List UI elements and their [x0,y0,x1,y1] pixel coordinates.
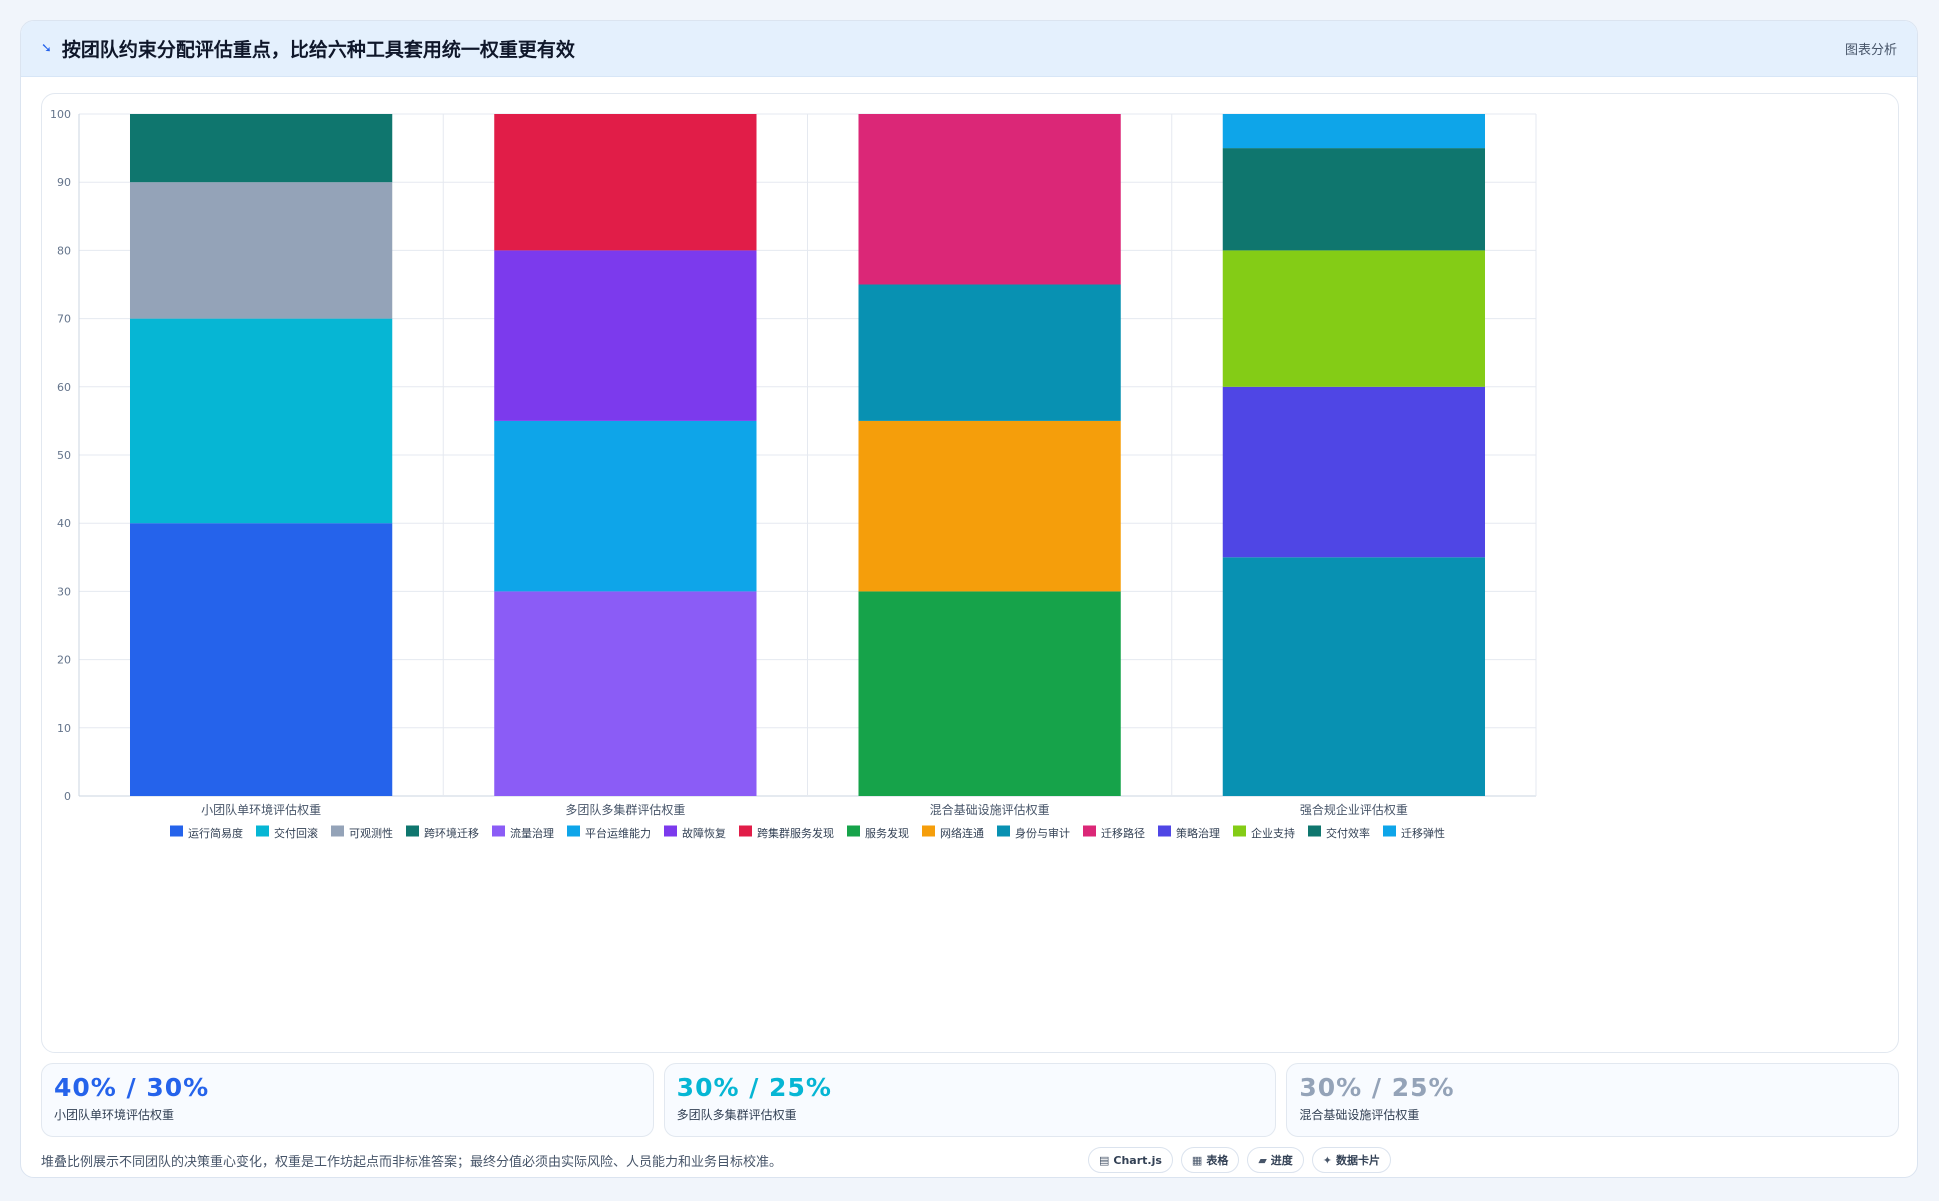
chip-label: 表格 [1206,1154,1229,1167]
y-tick-label: 100 [50,108,71,121]
legend-swatch [1233,825,1246,837]
chart-card: 0 10 20 30 40 50 60 70 80 90 100 小团队单环境评估权重 多团队多集群评估… [41,93,1899,1053]
legend-swatch [997,825,1010,837]
footer-note: 堆叠比例展示不同团队的决策重心变化，权重是工作坊起点而非标准答案；最终分值必须由… [41,1155,783,1170]
bar-segment [1222,114,1486,149]
legend-label: 企业支持 [1251,826,1295,840]
legend-label: 流量治理 [510,826,554,840]
chart-trend-icon: ➘ [41,41,52,56]
stat-card-2: 30% / 25% 多团队多集群评估权重 [663,1063,1277,1137]
legend-swatch [170,825,183,837]
view-chips: ▤ Chart.js ▦ 表格 ▰ 进度 ✦ 数据卡片 [1088,1147,1392,1173]
legend-label: 平台运维能力 [585,826,651,840]
y-tick-label: 20 [57,654,71,667]
bar-segment [858,114,1121,285]
stat-card-3: 30% / 25% 混合基础设施评估权重 [1286,1063,1900,1137]
legend-swatch [331,825,344,837]
bar-segment [858,284,1121,421]
legend-swatch [664,825,677,837]
stacked-bar-chart: 0 10 20 30 40 50 60 70 80 90 100 小团队单环境评估权重 多团队多集群评估… [50,108,1537,840]
footer: 堆叠比例展示不同团队的决策重心变化，权重是工作坊起点而非标准答案；最终分值必须由… [41,1147,1899,1177]
stat-label: 小团队单环境评估权重 [54,1108,175,1122]
chart-analysis-tag[interactable]: 图表分析 [1844,43,1897,58]
legend-swatch [1383,825,1396,837]
legend-label: 跨集群服务发现 [757,826,834,840]
y-tick-label: 70 [57,313,71,326]
chart-icon: ▤ [1099,1153,1110,1167]
legend-swatch [847,825,860,837]
bar-segment [1222,250,1486,387]
y-tick-label: 90 [57,176,71,189]
y-tick-label: 80 [57,244,71,257]
legend-label: 策略治理 [1176,826,1220,840]
bar-segment [1222,557,1486,796]
y-tick-label: 0 [64,790,71,803]
chip-chartjs[interactable]: ▤ Chart.js [1088,1147,1173,1173]
chip-label: Chart.js [1113,1153,1162,1167]
stat-label: 混合基础设施评估权重 [1299,1108,1420,1122]
legend-label: 网络连通 [940,826,984,840]
bar-segment [858,420,1121,592]
bar-segment [494,114,757,251]
bar-segment [129,114,393,183]
stat-cards: 40% / 30% 小团队单环境评估权重 30% / 25% 多团队多集群评估权… [41,1063,1900,1137]
y-tick-label: 40 [57,517,71,530]
legend-swatch [1308,825,1321,837]
legend-label: 运行简易度 [188,826,243,840]
bar-segment [129,523,393,796]
bar-segment [129,182,393,319]
y-tick-label: 10 [57,722,71,735]
progress-icon: ▰ [1258,1153,1267,1167]
legend-label: 故障恢复 [682,826,726,840]
chip-label: 进度 [1270,1154,1293,1167]
legend-swatch [567,825,580,837]
y-tick-label: 60 [57,381,71,394]
x-tick-label: 小团队单环境评估权重 [201,802,321,817]
legend-swatch [922,825,935,837]
y-tick-label: 30 [57,585,71,598]
x-tick-label: 多团队多集群评估权重 [565,802,685,817]
chip-label: 数据卡片 [1336,1154,1381,1167]
sparkle-icon: ✦ [1322,1153,1333,1167]
page-title: 按团队约束分配评估重点，比给六种工具套用统一权重更有效 [61,39,575,61]
legend-swatch [406,825,419,837]
legend-label: 身份与审计 [1015,826,1070,840]
stat-label: 多团队多集群评估权重 [676,1108,797,1122]
panel: ➘ 按团队约束分配评估重点，比给六种工具套用统一权重更有效 图表分析 0 10 20… [20,20,1918,1178]
chip-table[interactable]: ▦ 表格 [1180,1147,1240,1173]
stat-value: 30% / 25% [676,1073,832,1102]
legend-swatch [492,825,505,837]
legend-swatch [1158,825,1171,837]
legend-label: 迁移路径 [1101,827,1145,840]
legend-label: 迁移弹性 [1401,826,1445,840]
stat-value: 30% / 25% [1299,1073,1455,1102]
x-tick-label: 混合基础设施评估权重 [930,802,1050,817]
legend-label: 可观测性 [349,826,393,840]
x-tick-label: 强合规企业评估权重 [1300,802,1408,817]
stat-value: 40% / 30% [54,1073,210,1102]
legend-label: 跨环境迁移 [424,826,479,840]
panel-header: ➘ 按团队约束分配评估重点，比给六种工具套用统一权重更有效 图表分析 [21,21,1917,77]
legend-label: 交付回滚 [274,826,318,840]
legend-swatch [739,825,752,837]
bar-segment [1222,386,1486,558]
bar-segment [494,250,757,421]
legend-swatch [256,825,269,837]
legend-label: 服务发现 [865,826,909,840]
y-tick-label: 50 [57,449,71,462]
bar-segment [494,591,757,796]
bar-segment [129,318,393,524]
bar-segment [1222,148,1486,251]
legend-label: 交付效率 [1326,826,1370,840]
bar-segment [858,591,1121,796]
legend-swatch [1083,825,1096,837]
chip-data-cards[interactable]: ✦ 数据卡片 [1311,1147,1392,1173]
chip-progress[interactable]: ▰ 进度 [1247,1147,1304,1173]
table-icon: ▦ [1191,1153,1203,1167]
stat-card-1: 40% / 30% 小团队单环境评估权重 [41,1063,654,1137]
bar-segment [494,420,757,592]
